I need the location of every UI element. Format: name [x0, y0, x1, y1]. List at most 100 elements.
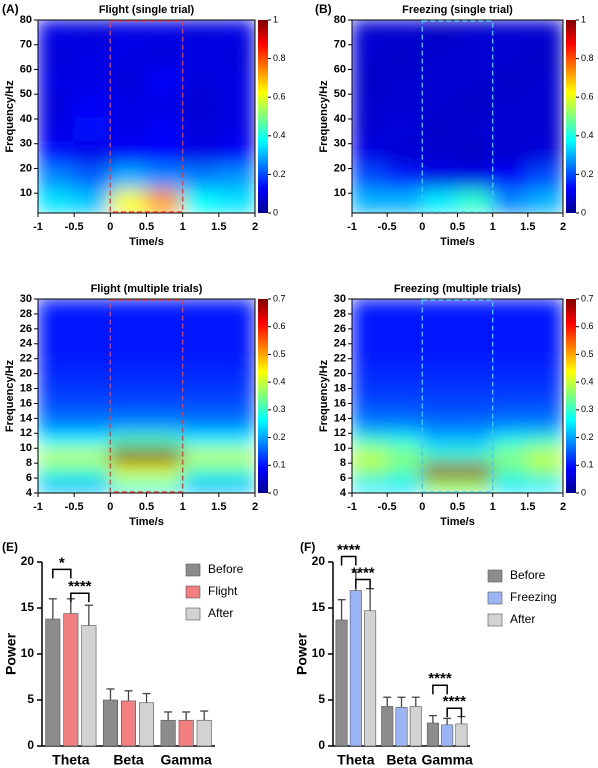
y-tick-label: 10: [20, 187, 32, 199]
heat-cell: [218, 43, 255, 69]
chart-title: Flight (single trial): [99, 4, 195, 16]
heat-cell: [492, 164, 529, 190]
heat-cell: [527, 188, 563, 213]
heat-cell: [457, 299, 494, 315]
colorbar-tick-label: 1: [581, 14, 586, 24]
chart-title: Freezing (multiple trials): [394, 283, 521, 295]
legend-label: After: [510, 612, 535, 626]
heat-cell: [182, 477, 220, 493]
heat-cell: [352, 432, 388, 449]
heat-cell: [218, 188, 255, 213]
heat-cell: [218, 67, 255, 93]
heat-cell: [182, 373, 220, 390]
heat-cell: [352, 417, 388, 434]
bar: [455, 723, 468, 747]
heat-cell: [182, 91, 220, 117]
y-tick-label: 60: [334, 63, 346, 75]
heat-cell: [527, 402, 563, 419]
heat-cell: [146, 388, 184, 404]
colorbar-tick-label: 0.7: [581, 293, 594, 303]
y-tick-label: 14: [334, 412, 347, 424]
colorbar-tick-label: 0.4: [581, 130, 594, 140]
heat-cell: [182, 313, 220, 330]
y-tick-label: 4: [340, 487, 347, 499]
heat-cell: [492, 116, 529, 142]
x-tick-label: Theta: [337, 752, 375, 768]
heat-cell: [73, 140, 111, 166]
heat-cell: [492, 67, 529, 93]
heat-cell: [386, 43, 423, 69]
bar: [45, 618, 61, 747]
heat-cell: [386, 477, 423, 493]
heat-cell: [421, 164, 458, 190]
y-axis-label: Power: [294, 632, 310, 675]
significance-label: *: [59, 554, 65, 571]
heat-cell: [386, 91, 423, 117]
heat-cell: [421, 328, 458, 345]
legend-swatch: [487, 591, 503, 605]
heat-cell: [38, 313, 75, 330]
heat-cell: [386, 432, 423, 449]
y-tick-label: 18: [20, 382, 32, 394]
heat-cell: [146, 188, 184, 213]
heat-cell: [457, 477, 494, 493]
heat-cell: [421, 43, 458, 69]
heat-cell: [109, 358, 147, 375]
heat-cell: [38, 373, 75, 390]
heat-cell: [73, 343, 111, 360]
heat-cell: [146, 358, 184, 375]
heat-cell: [421, 343, 458, 360]
heat-cell: [109, 43, 147, 69]
y-tick-label: 20: [334, 368, 346, 380]
heat-cell: [527, 20, 563, 45]
colorbar: [258, 299, 268, 493]
x-tick-label: Beta: [386, 752, 417, 768]
heat-cell: [492, 358, 529, 375]
y-axis-label: Frequency/Hz: [318, 359, 330, 432]
significance-label: ****: [443, 693, 467, 710]
y-tick-label: 28: [334, 308, 346, 320]
y-tick-label: 24: [334, 338, 347, 350]
y-tick-label: 26: [334, 323, 346, 335]
heat-cell: [492, 299, 529, 315]
heat-cell: [457, 91, 494, 117]
heat-cell: [109, 164, 147, 190]
heat-cell: [146, 116, 184, 142]
x-axis-label: Time/s: [440, 516, 475, 528]
x-tick-label: Gamma: [160, 752, 212, 768]
y-tick-label: 50: [334, 88, 346, 100]
x-tick-label: 0.5: [139, 221, 154, 233]
heat-cell: [182, 417, 220, 434]
heat-cell: [182, 343, 220, 360]
heatmap: [38, 20, 255, 213]
heat-cell: [421, 91, 458, 117]
heatmap-cells: [352, 20, 563, 213]
y-tick-label: 18: [334, 382, 346, 394]
heat-cell: [386, 358, 423, 375]
bar: [178, 719, 194, 747]
bar: [120, 700, 137, 747]
heat-cell: [457, 20, 494, 45]
y-tick-label: 8: [340, 457, 346, 469]
colorbar-tick-label: 0.6: [273, 92, 286, 102]
heat-cell: [421, 402, 458, 419]
x-tick-label: -0.5: [65, 501, 84, 513]
heat-cell: [218, 462, 255, 479]
heat-cell: [492, 432, 529, 449]
heatmap-cells: [352, 299, 563, 493]
x-tick-label: 0: [419, 221, 425, 233]
y-tick-label: 8: [26, 457, 32, 469]
heat-cell: [73, 188, 111, 213]
heat-cell: [146, 313, 184, 330]
heat-cell: [457, 43, 494, 69]
heat-cell: [38, 116, 75, 142]
y-axis-label: Frequency/Hz: [4, 359, 16, 432]
heat-cell: [218, 299, 255, 315]
colorbar-tick-label: 0.8: [273, 53, 286, 63]
heat-cell: [352, 373, 388, 390]
x-tick-label: 1.5: [520, 501, 535, 513]
y-tick-label: 28: [20, 308, 32, 320]
heat-cell: [218, 164, 255, 190]
y-tick-label: 70: [334, 39, 346, 51]
x-tick-label: Beta: [113, 752, 144, 768]
